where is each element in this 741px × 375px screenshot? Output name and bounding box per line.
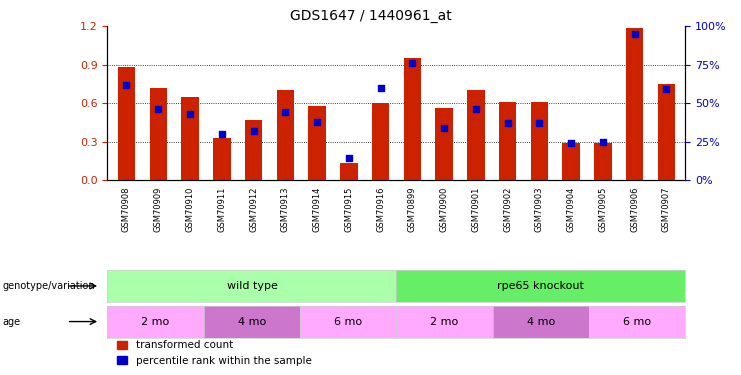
Point — [406, 60, 418, 66]
Text: 4 mo: 4 mo — [527, 316, 555, 327]
Point — [438, 125, 450, 131]
Point — [311, 118, 323, 124]
Point — [216, 131, 227, 137]
Point — [121, 82, 133, 88]
Text: 2 mo: 2 mo — [431, 316, 459, 327]
Point — [153, 106, 165, 112]
Bar — [404, 58, 421, 180]
Point — [470, 106, 482, 112]
Bar — [276, 90, 294, 180]
Bar — [499, 102, 516, 180]
Bar — [372, 103, 389, 180]
Text: 4 mo: 4 mo — [238, 316, 266, 327]
Bar — [467, 90, 485, 180]
Point — [375, 85, 387, 91]
Bar — [308, 106, 326, 180]
Text: 6 mo: 6 mo — [334, 316, 362, 327]
Bar — [562, 143, 579, 180]
Point — [184, 111, 196, 117]
Point — [565, 140, 577, 146]
Point — [247, 128, 259, 134]
Bar — [213, 138, 230, 180]
Text: 2 mo: 2 mo — [142, 316, 170, 327]
Text: 6 mo: 6 mo — [623, 316, 651, 327]
Bar — [182, 97, 199, 180]
Point — [343, 156, 355, 162]
Bar — [150, 88, 167, 180]
Bar — [340, 164, 357, 180]
Text: GDS1647 / 1440961_at: GDS1647 / 1440961_at — [290, 9, 451, 23]
Bar — [594, 143, 611, 180]
Text: genotype/variation: genotype/variation — [2, 281, 95, 291]
Bar — [118, 67, 135, 180]
Point — [534, 120, 545, 126]
Bar — [658, 84, 675, 180]
Point — [502, 120, 514, 126]
Bar — [626, 27, 643, 180]
Bar — [245, 120, 262, 180]
Point — [660, 86, 672, 92]
Text: rpe65 knockout: rpe65 knockout — [497, 281, 585, 291]
Bar — [531, 102, 548, 180]
Text: wild type: wild type — [227, 281, 277, 291]
Text: age: age — [2, 316, 20, 327]
Point — [279, 110, 291, 116]
Legend: transformed count, percentile rank within the sample: transformed count, percentile rank withi… — [113, 336, 316, 370]
Point — [597, 139, 609, 145]
Point — [628, 31, 640, 37]
Bar — [435, 108, 453, 180]
